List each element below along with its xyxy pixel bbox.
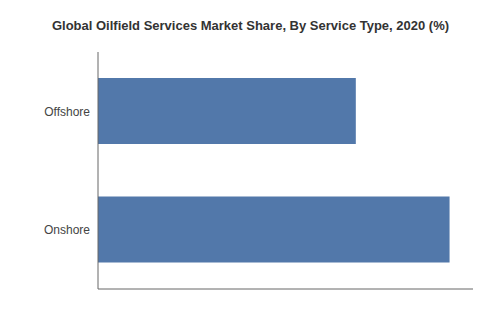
svg-text:Onshore: Onshore xyxy=(44,223,90,237)
svg-text:Offshore: Offshore xyxy=(44,105,90,119)
html-text:Global Oilfield Services Marke: Global Oilfield Services Market Share, B… xyxy=(51,17,450,33)
